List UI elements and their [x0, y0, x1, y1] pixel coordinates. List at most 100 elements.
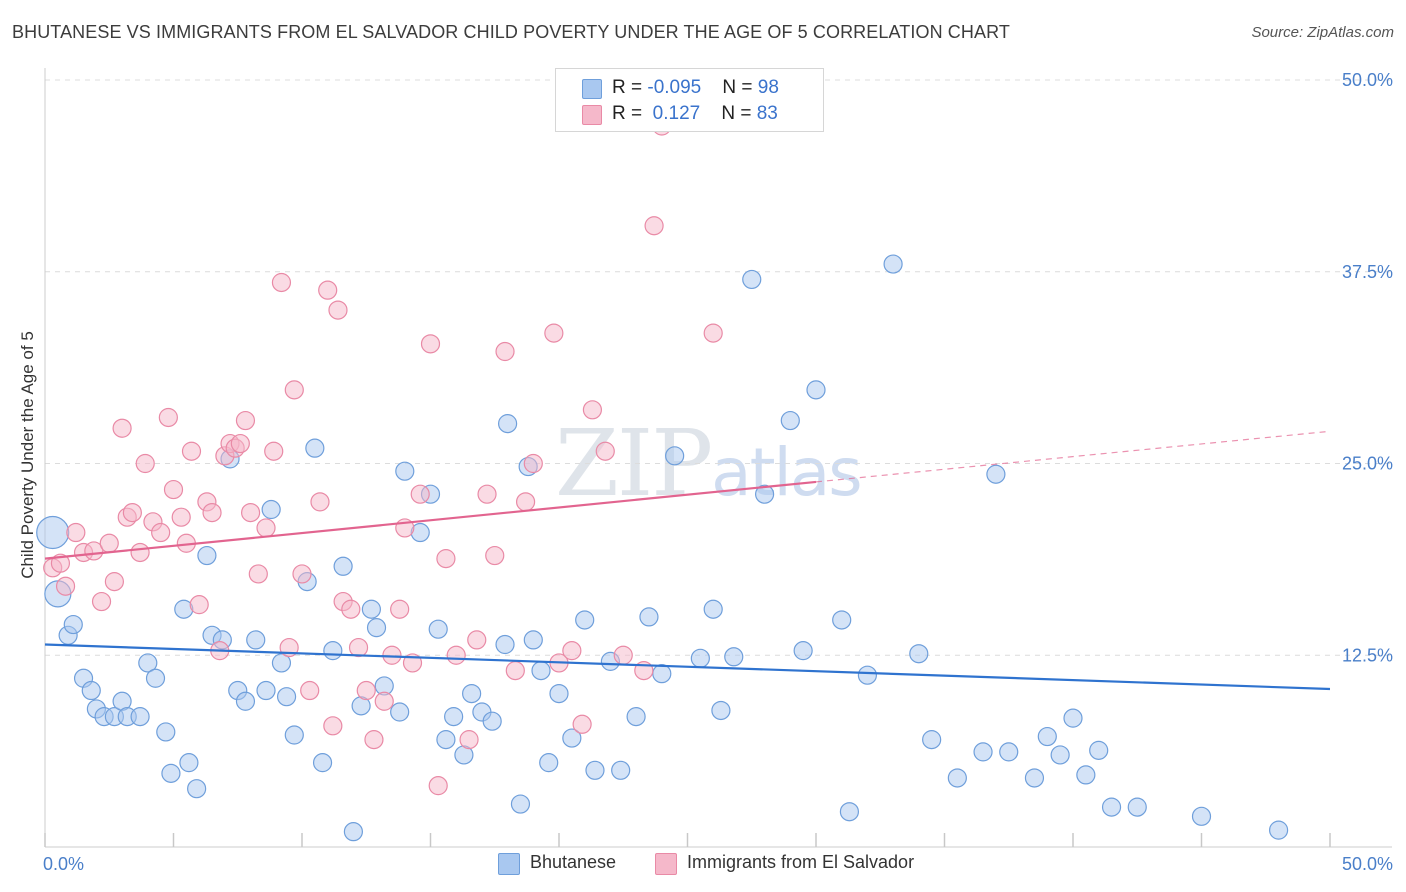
- data-point: [544, 323, 564, 343]
- data-point: [305, 438, 325, 458]
- data-point: [644, 216, 664, 236]
- axes: [44, 68, 1392, 848]
- data-point: [256, 518, 276, 538]
- data-point: [390, 702, 410, 722]
- legend-label: Bhutanese: [530, 852, 617, 872]
- data-point: [361, 599, 381, 619]
- legend-n-value: 83: [756, 103, 778, 124]
- data-point: [724, 647, 744, 667]
- data-point: [271, 272, 292, 293]
- data-point: [523, 453, 543, 474]
- data-point: [806, 380, 826, 400]
- data-point: [63, 614, 83, 635]
- data-point: [1050, 745, 1070, 765]
- legend-swatch-blue: [498, 853, 520, 875]
- data-point: [428, 776, 448, 796]
- data-point: [495, 634, 515, 655]
- data-point: [333, 556, 353, 576]
- data-point: [292, 564, 312, 584]
- data-point: [246, 630, 266, 650]
- data-point: [264, 441, 284, 461]
- legend-r-value: 0.127: [647, 103, 701, 124]
- data-point: [312, 753, 333, 773]
- data-point: [151, 522, 171, 543]
- trend-line-el-salvador: [44, 480, 817, 560]
- data-point: [793, 641, 813, 661]
- data-point: [420, 334, 441, 354]
- data-point: [318, 280, 338, 300]
- data-point: [665, 446, 685, 466]
- data-point: [1024, 768, 1045, 788]
- data-point: [145, 668, 166, 688]
- data-point: [467, 630, 487, 650]
- data-point: [235, 691, 256, 711]
- legend-r-label: R =: [612, 103, 648, 124]
- y-tick-label: 12.5%: [1342, 645, 1393, 665]
- data-point: [84, 541, 104, 561]
- data-point: [310, 492, 330, 512]
- trend-lines: [44, 430, 1331, 691]
- data-point: [582, 400, 603, 420]
- data-point: [248, 564, 268, 584]
- data-point: [973, 742, 993, 762]
- data-point: [585, 760, 605, 780]
- chart-title: BHUTANESE VS IMMIGRANTS FROM EL SALVADOR…: [12, 22, 1010, 42]
- data-point: [703, 323, 723, 343]
- data-point: [436, 549, 456, 569]
- data-point: [138, 653, 158, 673]
- data-point: [343, 822, 363, 842]
- data-point: [99, 533, 119, 553]
- data-point: [276, 687, 297, 707]
- data-point: [366, 618, 387, 638]
- data-point: [261, 499, 281, 520]
- correlation-legend: R = -0.095 N = 98 R = 0.127 N = 83: [555, 68, 824, 132]
- data-point: [328, 300, 348, 320]
- data-point: [562, 641, 582, 661]
- data-point: [482, 711, 502, 731]
- data-point: [410, 484, 430, 504]
- series-el-salvador: [43, 116, 723, 796]
- tick-labels: 12.5% 25.0% 37.5% 50.0% 0.0% 50.0%: [43, 70, 1393, 874]
- legend-r-value: -0.095: [647, 77, 702, 98]
- data-point: [1101, 797, 1122, 817]
- legend-r-label: R =: [612, 77, 648, 98]
- data-point: [575, 610, 595, 630]
- data-point: [55, 576, 76, 596]
- data-point: [356, 680, 376, 701]
- data-point: [549, 683, 569, 704]
- data-point: [390, 599, 410, 619]
- trend-line-bhutanese: [44, 643, 1331, 691]
- data-point: [832, 610, 852, 630]
- data-point: [256, 680, 276, 701]
- data-point: [36, 515, 70, 550]
- data-point: [241, 502, 261, 523]
- data-point: [156, 722, 176, 742]
- data-point: [50, 553, 71, 573]
- data-point: [1037, 726, 1057, 747]
- data-point: [323, 641, 343, 661]
- data-point: [639, 607, 659, 627]
- series-bhutanese: [36, 254, 1289, 842]
- legend-n-label: N =: [722, 77, 758, 98]
- data-point: [690, 648, 710, 668]
- data-point: [374, 691, 394, 711]
- data-point: [909, 644, 929, 664]
- data-point: [613, 645, 633, 665]
- data-point: [364, 730, 384, 750]
- y-tick-label: 50.0%: [1342, 70, 1393, 90]
- data-point: [284, 725, 304, 745]
- data-point: [523, 630, 543, 650]
- data-point: [531, 660, 551, 681]
- data-point: [235, 410, 256, 431]
- trend-line-el-salvador-dashed: [815, 430, 1331, 483]
- data-point: [323, 716, 343, 736]
- data-point: [1127, 797, 1147, 817]
- data-point: [595, 441, 615, 461]
- data-point: [857, 665, 878, 685]
- data-point: [271, 653, 292, 673]
- data-point: [703, 599, 723, 619]
- data-point: [444, 707, 464, 727]
- data-point: [66, 522, 86, 543]
- data-point: [122, 502, 142, 523]
- data-point: [1076, 765, 1096, 785]
